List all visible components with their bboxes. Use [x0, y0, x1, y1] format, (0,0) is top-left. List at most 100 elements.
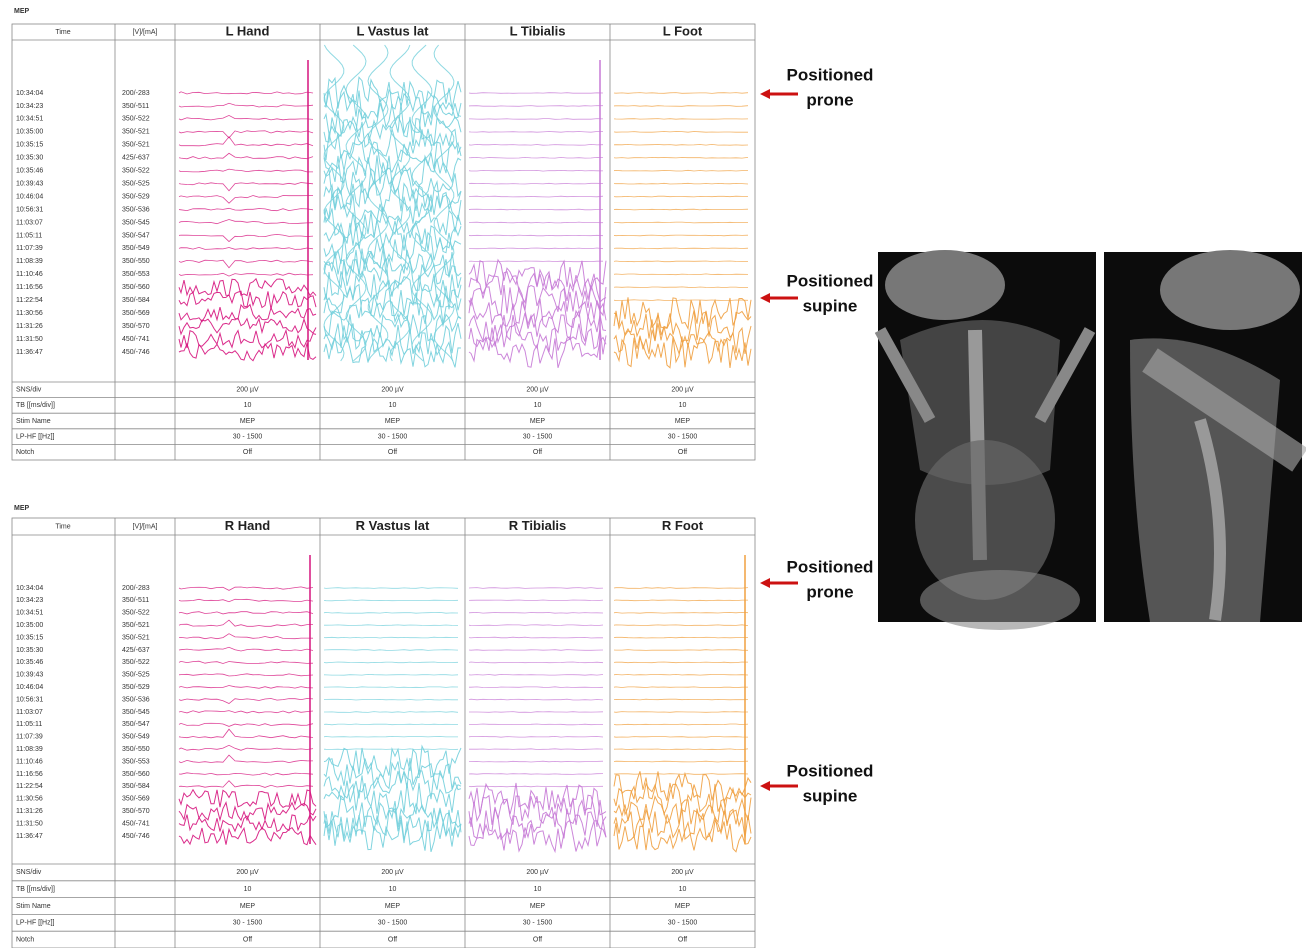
- waveform: [178, 710, 314, 714]
- row-stim: 350/-560: [122, 284, 150, 291]
- setting-value: 10: [534, 886, 542, 893]
- waveform: [469, 686, 604, 688]
- waveform: [468, 270, 607, 304]
- waveform: [433, 44, 455, 362]
- row-stim: 350/-511: [122, 597, 149, 604]
- waveform: [323, 723, 459, 726]
- row-time: 11:08:39: [16, 258, 43, 265]
- waveform: [323, 102, 462, 136]
- waveform: [613, 636, 748, 639]
- annotation: Positioned: [787, 761, 874, 780]
- table-frame: [11, 23, 756, 461]
- row-stim: 350/-547: [122, 232, 150, 239]
- waveform: [469, 711, 604, 713]
- row-stim: 350/-550: [122, 258, 150, 265]
- waveform: [613, 92, 749, 94]
- waveform: [323, 769, 462, 803]
- waveform: [178, 728, 314, 739]
- row-stim: 425/-637: [122, 647, 150, 654]
- waveform: [613, 247, 749, 250]
- setting-value: Off: [678, 449, 687, 456]
- annotation: Positioned: [787, 557, 874, 576]
- row-time: 11:22:54: [16, 297, 43, 304]
- arrow-head: [760, 89, 770, 99]
- waveform: [468, 661, 604, 664]
- setting-label: SNS/div: [16, 869, 42, 876]
- setting-value: 10: [389, 886, 397, 893]
- waveform: [324, 624, 459, 627]
- waveform: [468, 309, 607, 344]
- waveform: [178, 813, 317, 833]
- row-time: 11:22:54: [16, 783, 43, 790]
- xray-lateral: [1104, 250, 1306, 622]
- waveform: [323, 686, 459, 689]
- row-stim: 350/-553: [122, 758, 150, 765]
- waveform: [468, 794, 607, 828]
- setting-value: 200 µV: [671, 387, 694, 394]
- waveform: [614, 221, 748, 224]
- waveform: [178, 290, 317, 310]
- waveform: [178, 698, 314, 704]
- waveform: [178, 586, 314, 591]
- setting-value: MEP: [675, 903, 691, 910]
- waveform: [178, 317, 317, 336]
- row-time: 10:56:31: [16, 696, 43, 703]
- row-time: 10:46:04: [16, 193, 43, 200]
- row-time: 11:30:56: [16, 796, 43, 803]
- row-time: 10:35:00: [16, 622, 43, 629]
- waveform: [613, 819, 752, 853]
- waveform: [613, 182, 749, 185]
- setting-value: Off: [533, 936, 542, 943]
- waveform: [468, 599, 604, 602]
- row-time: 10:39:43: [16, 672, 43, 679]
- waveform: [613, 131, 748, 133]
- channel-header: L Vastus lat: [356, 23, 429, 38]
- waveform: [178, 219, 314, 225]
- waveform: [178, 342, 317, 362]
- panel-label: MEP: [14, 505, 30, 512]
- waveform: [178, 788, 317, 809]
- row-stim: 350/-522: [122, 610, 150, 617]
- waveform: [323, 231, 462, 266]
- row-stim: 350/-522: [122, 659, 150, 666]
- setting-value: 200 µV: [526, 869, 549, 876]
- arrow-head: [760, 293, 770, 303]
- waveform: [323, 599, 459, 602]
- waveform: [323, 248, 462, 277]
- row-stim: 350/-549: [122, 734, 150, 741]
- waveform: [178, 673, 314, 677]
- waveform: [468, 169, 604, 172]
- row-stim: 350/-570: [122, 323, 150, 330]
- row-time: 11:16:56: [16, 771, 43, 778]
- channel-header: R Tibialis: [509, 518, 567, 533]
- waveform: [323, 744, 462, 779]
- waveform: [613, 673, 749, 676]
- row-time: 11:31:26: [16, 323, 43, 330]
- waveform: [468, 636, 603, 639]
- row-stim: 350/-522: [122, 116, 150, 123]
- waveform: [323, 270, 462, 304]
- waveform: [613, 273, 749, 276]
- row-time: 10:39:43: [16, 180, 43, 187]
- row-stim: 350/-521: [122, 622, 150, 629]
- waveform: [613, 143, 749, 146]
- setting-value: 200 µV: [236, 869, 259, 876]
- setting-value: 10: [534, 402, 542, 409]
- waveform: [323, 193, 462, 226]
- waveform: [468, 782, 607, 816]
- row-time: 11:08:39: [16, 746, 43, 753]
- row-stim: 350/-569: [122, 796, 150, 803]
- setting-value: 200 µV: [236, 387, 259, 394]
- waveform: [613, 771, 752, 804]
- row-stim: 450/-741: [122, 820, 150, 827]
- waveform: [613, 698, 749, 701]
- row-stim: 425/-637: [122, 155, 150, 162]
- row-time: 10:35:00: [16, 129, 43, 136]
- annotation: prone: [806, 582, 853, 601]
- xray-frontal: [874, 250, 1096, 630]
- annotation: prone: [806, 90, 853, 109]
- waveform: [345, 44, 367, 362]
- row-time: 10:34:51: [16, 610, 43, 617]
- row-time: 11:07:39: [16, 245, 43, 252]
- waveform: [613, 260, 748, 263]
